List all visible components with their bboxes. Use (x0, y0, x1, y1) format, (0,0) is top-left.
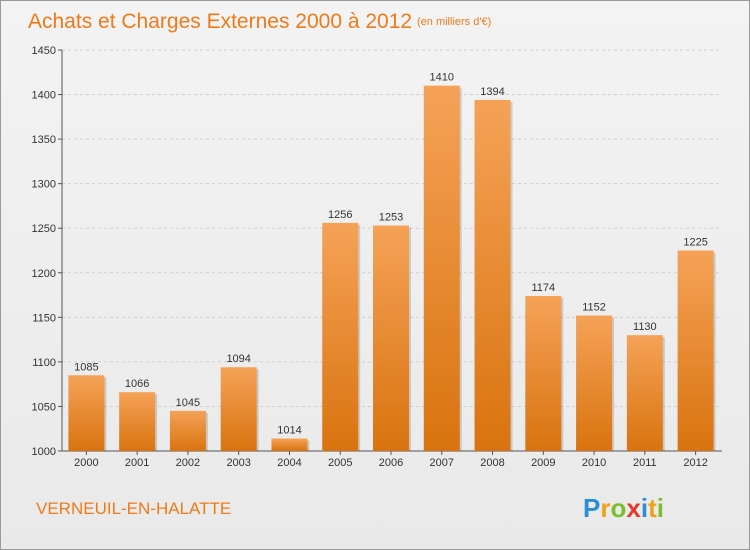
y-tick-label: 1050 (32, 401, 56, 413)
bar-2002 (169, 410, 206, 451)
town-name: VERNEUIL-EN-HALATTE (36, 499, 231, 518)
value-label: 1410 (430, 72, 454, 84)
bar-2009 (525, 295, 562, 451)
x-tick-label: 2012 (683, 457, 707, 469)
y-tick-label: 1000 (32, 446, 56, 458)
bar-2006 (373, 225, 409, 451)
y-tick-labels: 1000 1050 1100 1150 1200 1250 1300 1350 1400 1450 (32, 45, 56, 458)
logo-letter: x (626, 493, 641, 523)
value-label: 1045 (176, 397, 200, 409)
bar-2010 (576, 315, 613, 451)
value-label: 1174 (531, 282, 555, 294)
value-label: 1225 (683, 237, 707, 249)
y-tick-label: 1250 (32, 223, 56, 235)
y-tick-label: 1200 (32, 268, 56, 280)
bar-2005 (322, 222, 359, 451)
x-tick-label: 2003 (226, 457, 250, 469)
y-tick-label: 1400 (32, 90, 56, 102)
y-tick-label: 1150 (32, 312, 56, 324)
x-tick-label: 2007 (430, 457, 454, 469)
y-tick-label: 1450 (32, 45, 56, 57)
x-tick-label: 2008 (480, 457, 504, 469)
bar-2001 (119, 392, 156, 451)
proxiti-logo: Proxiti (583, 493, 664, 523)
bar-2003 (220, 367, 257, 451)
chart-subtitle: (en milliers d'€) (417, 16, 491, 28)
x-tick-label: 2005 (328, 457, 352, 469)
x-tick-label: 2010 (582, 457, 606, 469)
x-tick-label: 2000 (74, 457, 98, 469)
value-label: 1066 (125, 378, 149, 390)
bar-2011 (626, 335, 663, 451)
value-label: 1394 (480, 86, 504, 98)
x-tick-label: 2002 (176, 457, 200, 469)
x-tick-label: 2011 (633, 457, 657, 469)
value-label: 1094 (226, 353, 250, 365)
y-tick-label: 1350 (32, 134, 56, 146)
bars (68, 85, 716, 452)
bar-2008 (474, 99, 511, 451)
y-tick-label: 1100 (32, 357, 56, 369)
logo-letter: o (610, 493, 626, 523)
value-label: 1253 (379, 212, 403, 224)
logo-letter: i (657, 493, 664, 523)
bar-2012 (677, 250, 714, 451)
value-label: 1152 (582, 302, 606, 314)
y-tick-label: 1300 (32, 179, 56, 191)
logo-letter: r (600, 493, 610, 523)
bar-2004 (271, 438, 308, 451)
logo-letter: P (583, 493, 600, 523)
x-tick-label: 2004 (277, 457, 301, 469)
value-label: 1085 (74, 361, 98, 373)
chart-title: Achats et Charges Externes 2000 à 2012 (28, 10, 412, 33)
value-label: 1256 (328, 209, 352, 221)
logo-letter: i (641, 493, 648, 523)
x-tick-labels: 2000 2001 2002 2003 2004 2005 2006 2007 2008 2009… (74, 451, 708, 469)
bar-2000 (68, 375, 105, 451)
x-tick-label: 2006 (379, 457, 403, 469)
x-tick-label: 2001 (125, 457, 149, 469)
value-labels: 1085 1066 1045 1094 1014 1256 1253 1410 1394 1174… (74, 72, 708, 437)
bar-2007 (423, 85, 460, 452)
value-label: 1130 (633, 321, 657, 333)
value-label: 1014 (277, 425, 301, 437)
x-tick-label: 2009 (531, 457, 555, 469)
logo-letter: t (648, 493, 657, 523)
